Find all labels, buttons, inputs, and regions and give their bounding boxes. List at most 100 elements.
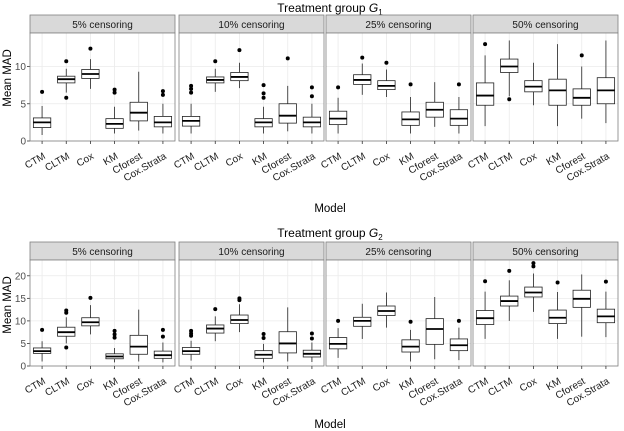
boxplot-cox-strata (449, 318, 469, 361)
facet-strip-label: 50% censoring (512, 247, 578, 258)
title-g2: Treatment group G2 (277, 226, 383, 242)
outlier-point (237, 296, 242, 301)
boxplot-ctm (475, 279, 495, 339)
outlier-point (309, 94, 314, 99)
outlier-point (160, 92, 165, 97)
y-tick-label: 5 (20, 339, 26, 350)
boxplot-cforest (572, 274, 591, 337)
x-tick-label: CTM (23, 376, 47, 396)
panel-background (473, 33, 618, 141)
outlier-point (64, 59, 69, 64)
boxplot-cltm (206, 59, 225, 92)
x-tick-label: Cox (371, 151, 392, 169)
outlier-point (40, 89, 45, 94)
panel-background (326, 260, 471, 366)
title-g2-subscript: 2 (378, 233, 383, 242)
outlier-point (456, 318, 461, 323)
facet-strip-label: 50% censoring (512, 20, 578, 31)
boxplot-cox-strata (302, 331, 322, 362)
outlier-point (531, 264, 536, 269)
x-tick-label: CTM (23, 151, 47, 171)
outlier-point (531, 261, 536, 266)
outlier-point (483, 42, 488, 47)
outlier-point (237, 48, 242, 53)
panel-border (325, 259, 472, 367)
outlier-point (112, 90, 117, 95)
boxplot-cox-strata (302, 85, 322, 134)
outlier-point (88, 295, 93, 300)
panel-background (179, 33, 324, 141)
boxplot-ctm (328, 318, 348, 358)
outlier-point (64, 95, 69, 100)
panel-border (472, 259, 619, 367)
panel-border (178, 32, 325, 142)
boxplot-cox (524, 62, 543, 106)
facet-strip-label: 5% censoring (72, 20, 133, 31)
outlier-point (309, 336, 314, 341)
boxplot-ctm (328, 85, 348, 134)
outlier-point (336, 318, 341, 323)
outlier-point (309, 85, 314, 90)
y-tick-label: 5 (20, 99, 26, 110)
boxplot-cox (81, 46, 100, 89)
title-g2-text: Treatment group (277, 226, 366, 240)
boxplot-km (254, 331, 273, 363)
outlier-point (189, 83, 194, 88)
x-tick-label: CTM (466, 376, 490, 396)
title-g1-symbol: G (369, 1, 378, 15)
x-tick-label: CLTM (192, 151, 220, 174)
x-tick-label: Cox (224, 151, 245, 169)
outlier-point (456, 82, 461, 87)
y-tick-label: 0 (20, 137, 26, 148)
boxplot-ctm (475, 42, 495, 127)
outlier-point (261, 91, 266, 96)
outlier-point (112, 87, 117, 92)
x-tick-label: CLTM (339, 151, 367, 174)
x-tick-label: CTM (319, 151, 343, 171)
box-iqr (278, 331, 297, 354)
panel-border (29, 259, 176, 367)
ylabel-g1: Mean MAD (2, 49, 14, 107)
x-tick-label: CLTM (43, 376, 71, 399)
x-tick-label: CTM (172, 151, 196, 171)
facet-strip-label: 5% censoring (72, 247, 133, 258)
xlabel-g2: Model (314, 419, 345, 431)
box-iqr (449, 109, 469, 126)
x-tick-label: CLTM (486, 151, 514, 174)
outlier-point (64, 345, 69, 350)
box-iqr (353, 316, 372, 327)
xlabel-g1: Model (314, 203, 345, 215)
title-g1: Treatment group G1 (277, 1, 383, 17)
boxplot-cltm (353, 303, 372, 339)
boxplot-cox-strata (153, 327, 173, 363)
boxplot-cforest (129, 71, 148, 131)
boxplot-cforest (572, 53, 591, 119)
boxplot-cltm (353, 55, 372, 95)
boxplot-cox-strata (153, 89, 173, 134)
box-iqr (425, 318, 444, 345)
boxplot-cforest (278, 307, 297, 362)
outlier-point (336, 85, 341, 90)
y-tick-label: 0 (20, 362, 26, 373)
boxplot-cox (81, 295, 100, 335)
boxplot-km (548, 280, 567, 339)
outlier-point (88, 46, 93, 51)
boxplot-cltm (500, 268, 519, 321)
x-tick-label: CLTM (192, 376, 220, 399)
boxplot-km (548, 44, 567, 127)
boxplot-cforest (425, 296, 444, 360)
title-g1-text: Treatment group (277, 1, 366, 15)
outlier-point (189, 90, 194, 95)
x-tick-label: Cox (75, 151, 96, 169)
outlier-point (160, 89, 165, 94)
outlier-point (261, 95, 266, 100)
box-iqr (278, 103, 297, 124)
boxplot-cox-strata (596, 279, 616, 338)
figure-g2: Treatment group G2 Mean MAD Model 0 5 10 15… (2, 226, 619, 431)
